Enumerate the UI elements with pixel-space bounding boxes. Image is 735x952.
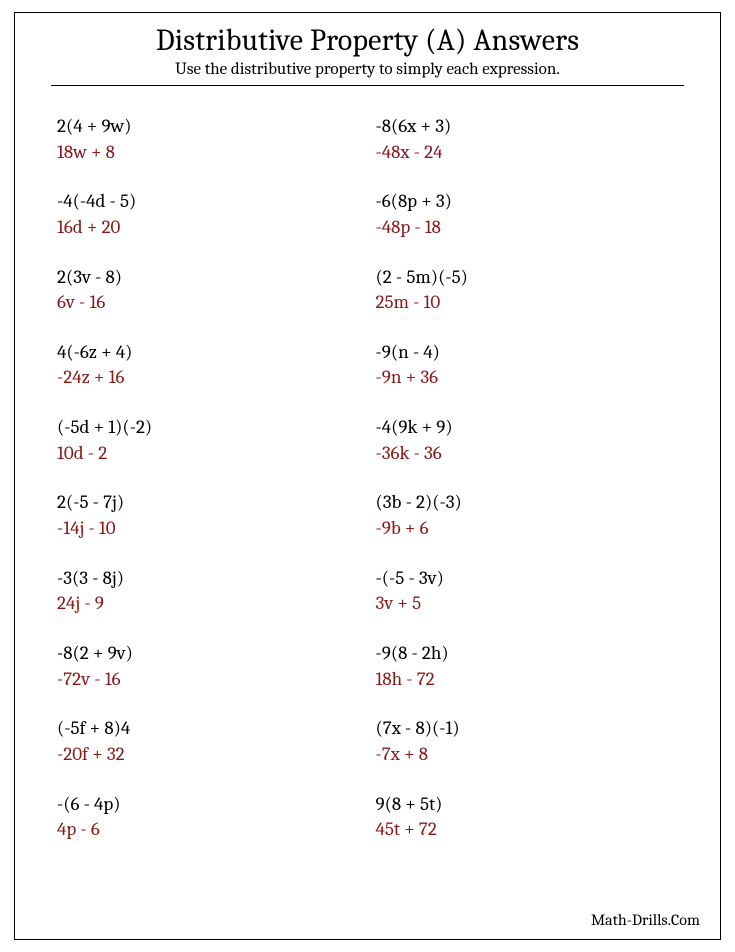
problem-item: -6(8p + 3) -48p - 18 [376,189,685,240]
problem-expression: (-5d + 1)(-2) [57,415,366,441]
problem-answer: -14j - 10 [57,516,366,542]
problem-item: 4(-6z + 4) -24z + 16 [57,340,366,391]
problem-item: (3b - 2)(-3) -9b + 6 [376,490,685,541]
problem-item: -4(9k + 9) -36k - 36 [376,415,685,466]
problem-answer: 18w + 8 [57,140,366,166]
problem-expression: -6(8p + 3) [376,189,685,215]
worksheet-header: Distributive Property (A) Answers Use th… [51,23,684,86]
problem-answer: -48x - 24 [376,140,685,166]
problem-item: (-5f + 8)4 -20f + 32 [57,716,366,767]
problem-answer: -24z + 16 [57,365,366,391]
problem-expression: -(6 - 4p) [57,792,366,818]
problem-answer: 45t + 72 [376,817,685,843]
problem-answer: -20f + 32 [57,742,366,768]
problem-item: -9(8 - 2h) 18h - 72 [376,641,685,692]
problem-answer: 10d - 2 [57,441,366,467]
problem-item: 2(4 + 9w) 18w + 8 [57,114,366,165]
problem-expression: (2 - 5m)(-5) [376,265,685,291]
problem-columns: 2(4 + 9w) 18w + 8 -4(-4d - 5) 16d + 20 2… [51,114,684,867]
problem-item: -8(6x + 3) -48x - 24 [376,114,685,165]
problem-expression: -(-5 - 3v) [376,566,685,592]
problem-item: (-5d + 1)(-2) 10d - 2 [57,415,366,466]
problem-answer: 24j - 9 [57,591,366,617]
page-subtitle: Use the distributive property to simply … [51,60,684,79]
problem-expression: -3(3 - 8j) [57,566,366,592]
problem-expression: (3b - 2)(-3) [376,490,685,516]
problem-item: -(6 - 4p) 4p - 6 [57,792,366,843]
problem-expression: 2(-5 - 7j) [57,490,366,516]
page-title: Distributive Property (A) Answers [51,23,684,58]
problem-item: (7x - 8)(-1) -7x + 8 [376,716,685,767]
problem-answer: 3v + 5 [376,591,685,617]
problem-expression: -8(2 + 9v) [57,641,366,667]
problem-answer: 6v - 16 [57,290,366,316]
problem-expression: -4(-4d - 5) [57,189,366,215]
problem-expression: 9(8 + 5t) [376,792,685,818]
problem-item: -(-5 - 3v) 3v + 5 [376,566,685,617]
problem-answer: 25m - 10 [376,290,685,316]
problem-answer: 4p - 6 [57,817,366,843]
problem-answer: -9n + 36 [376,365,685,391]
problem-expression: 4(-6z + 4) [57,340,366,366]
problem-answer: -36k - 36 [376,441,685,467]
problem-answer: 16d + 20 [57,215,366,241]
problem-answer: -48p - 18 [376,215,685,241]
problem-expression: -4(9k + 9) [376,415,685,441]
problem-item: -8(2 + 9v) -72v - 16 [57,641,366,692]
problem-item: 2(3v - 8) 6v - 16 [57,265,366,316]
problem-expression: -9(8 - 2h) [376,641,685,667]
left-column: 2(4 + 9w) 18w + 8 -4(-4d - 5) 16d + 20 2… [51,114,366,867]
problem-item: 2(-5 - 7j) -14j - 10 [57,490,366,541]
problem-expression: (7x - 8)(-1) [376,716,685,742]
problem-item: -3(3 - 8j) 24j - 9 [57,566,366,617]
problem-expression: -9(n - 4) [376,340,685,366]
problem-answer: -7x + 8 [376,742,685,768]
right-column: -8(6x + 3) -48x - 24 -6(8p + 3) -48p - 1… [366,114,685,867]
problem-answer: -72v - 16 [57,667,366,693]
footer-credit: Math-Drills.Com [591,911,700,929]
problem-expression: 2(3v - 8) [57,265,366,291]
problem-answer: -9b + 6 [376,516,685,542]
problem-expression: 2(4 + 9w) [57,114,366,140]
worksheet-page: Distributive Property (A) Answers Use th… [14,12,721,940]
problem-item: (2 - 5m)(-5) 25m - 10 [376,265,685,316]
problem-expression: -8(6x + 3) [376,114,685,140]
problem-item: -9(n - 4) -9n + 36 [376,340,685,391]
problem-answer: 18h - 72 [376,667,685,693]
problem-item: 9(8 + 5t) 45t + 72 [376,792,685,843]
problem-expression: (-5f + 8)4 [57,716,366,742]
problem-item: -4(-4d - 5) 16d + 20 [57,189,366,240]
